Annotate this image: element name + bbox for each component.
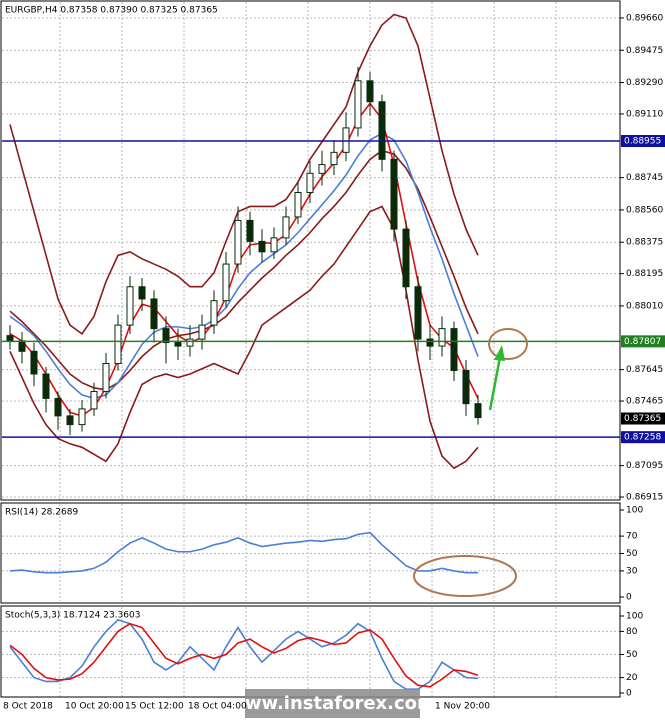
y-tick-label: 0.88375 [626, 238, 663, 248]
candle-body [354, 80, 362, 129]
candle-body [366, 80, 374, 103]
level-label-box [621, 335, 665, 348]
candle-body [246, 219, 254, 242]
y-tick-label: 80 [626, 627, 638, 637]
x-tick-label: 10 Oct 20:00 [65, 702, 124, 712]
last-price-label: 0.87365 [624, 414, 661, 424]
panel-title: Stoch(5,3,3) 18.7124 23.3603 [5, 611, 140, 621]
y-tick-label: 30 [626, 566, 638, 576]
y-tick-label: 0.87095 [626, 461, 663, 471]
candle-body [210, 300, 218, 326]
y-tick-label: 50 [626, 650, 638, 660]
candle-body [162, 328, 170, 344]
watermark: www.instaforex.com [228, 693, 436, 714]
candle-body [390, 158, 398, 230]
target-ellipse [488, 328, 528, 360]
x-tick-label: 1 Nov 20:00 [435, 702, 490, 712]
candle-body [54, 397, 62, 417]
candle-body [138, 286, 146, 300]
rsi-ellipse [413, 555, 517, 597]
y-tick-label: 0.89110 [626, 109, 663, 119]
x-tick-label: 15 Oct 12:00 [125, 702, 184, 712]
candle-body [282, 216, 290, 239]
candle-body [6, 335, 14, 342]
candle-body [126, 286, 134, 326]
candle-body [150, 298, 158, 330]
x-tick-label: 18 Oct 04:00 [188, 702, 247, 712]
x-tick-label: 8 Oct 2018 [3, 702, 53, 712]
indicator-line [9, 205, 479, 470]
main-panel-frame [0, 0, 621, 501]
candle-body [234, 219, 242, 265]
candle-body [426, 338, 434, 347]
candle-body [174, 342, 182, 347]
candle-body [186, 338, 194, 347]
indicator-line [9, 149, 479, 391]
candle-body [402, 228, 410, 288]
y-tick-label: 0.89290 [626, 78, 663, 88]
level-label: 0.87807 [624, 337, 661, 347]
level-label: 0.88955 [624, 137, 661, 147]
candle-body [342, 127, 350, 153]
candle-body [102, 363, 110, 392]
y-tick-label: 0.88010 [626, 301, 663, 311]
y-tick-label: 0.88560 [626, 205, 663, 215]
y-tick-label: 0.88195 [626, 269, 663, 279]
candle-body [306, 172, 314, 193]
y-tick-label: 0.89660 [626, 13, 663, 23]
indicator-line [9, 13, 479, 335]
panel-title: EURGBP,H4 0.87358 0.87390 0.87325 0.8736… [5, 6, 218, 16]
indicator-line [9, 622, 479, 688]
level-label: 0.87258 [624, 433, 661, 443]
y-tick-label: 0.87465 [626, 397, 663, 407]
candle-body [294, 191, 302, 218]
candle-body [78, 408, 86, 426]
arrow-shaft [488, 356, 502, 411]
candle-body [42, 373, 50, 399]
candle-body [222, 263, 230, 302]
candle-body [318, 164, 326, 174]
y-tick-label: 100 [626, 612, 643, 622]
candle-body [378, 101, 386, 160]
y-tick-label: 0 [626, 689, 632, 699]
indicator-line [9, 132, 479, 400]
y-tick-label: 20 [626, 673, 638, 683]
y-tick-label: 50 [626, 549, 638, 559]
indicator-line [9, 102, 479, 417]
panel-title: RSI(14) 28.2689 [5, 508, 78, 518]
candle-body [198, 324, 206, 340]
candle-body [258, 240, 266, 253]
candle-body [66, 415, 74, 426]
candle-body [30, 350, 38, 375]
candle-body [18, 340, 26, 352]
y-tick-label: 70 [626, 532, 638, 542]
candle-body [270, 237, 278, 253]
candle-body [414, 286, 422, 340]
y-tick-label: 0.86915 [626, 493, 663, 503]
candle-body [90, 390, 98, 410]
level-label-box [621, 135, 665, 148]
candle-body [330, 151, 338, 166]
y-tick-label: 0.87645 [626, 365, 663, 375]
y-tick-label: 0.88745 [626, 173, 663, 183]
candle-body [462, 370, 470, 405]
y-tick-label: 0.89475 [626, 46, 663, 56]
candle-body [114, 324, 122, 365]
watermark-box [245, 689, 420, 718]
level-label-box [621, 431, 665, 444]
candle-body [438, 328, 446, 347]
indicator-line [9, 531, 478, 574]
y-tick-label: 0 [626, 593, 632, 603]
indicator-line [9, 618, 479, 690]
candle-body [450, 328, 458, 372]
candle-body [474, 403, 482, 419]
y-tick-label: 100 [626, 506, 643, 516]
arrow-head [494, 345, 505, 361]
last-price-box [621, 412, 665, 425]
